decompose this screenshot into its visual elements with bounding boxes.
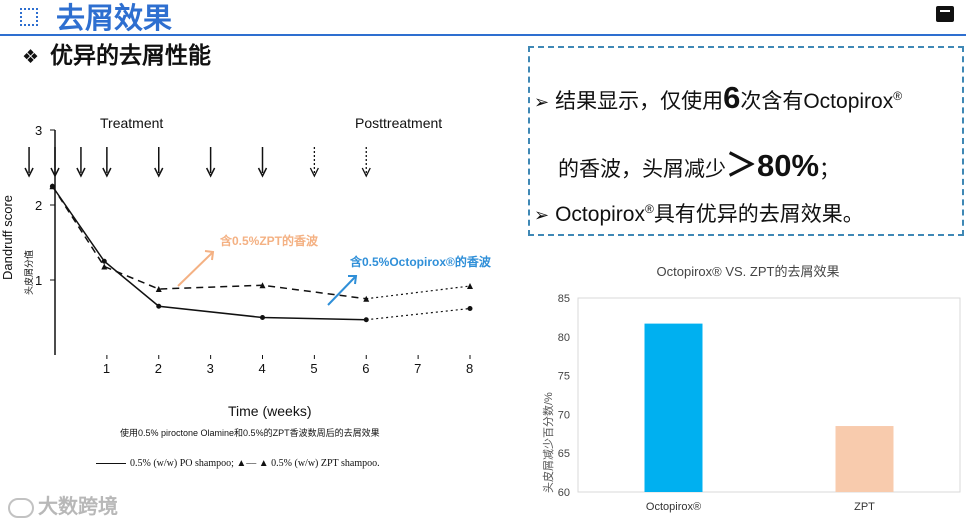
result-text: 具有优异的去屑效果。 [653,203,864,226]
watermark-text: 大数跨境 [38,494,118,518]
bar-y-tick-label: 85 [558,293,570,305]
bar-chart-title: Octopirox® VS. ZPT的去屑效果 [657,264,840,279]
po-data-point [363,317,369,323]
result-percentage: ＞80% [726,148,820,183]
bar-y-tick-label: 70 [558,409,570,421]
octo-annotation-arrowhead [348,275,358,285]
po-post-line [366,307,471,321]
result-text: 的香波，头屑减少 [558,158,726,181]
slide-title: 去屑效果 [56,1,173,35]
result-line-3: ➢ Octopirox®具有优异的去屑效果。 [534,198,864,228]
watermark: 大数跨境 [8,490,118,519]
posttreatment-arrowhead [361,167,371,178]
x-tick-label: 4 [259,361,266,376]
octo-annotation-arrow [327,275,357,306]
zpt-annotation: 含0.5%ZPT的香波 [220,233,319,248]
y-tick-label: 2 [35,198,42,213]
x-tick-label: 3 [207,361,214,376]
zpt-data-point [49,183,56,190]
legend-text: 0.5% (w/w) PO shampoo; ▲–– ▲ 0.5% (w/w) … [130,458,380,469]
result-text: Octopirox [555,203,645,226]
section-heading-text: 优异的去屑性能 [50,43,211,69]
phase-post-label: Posttreatment [355,115,442,131]
treatment-arrowhead [102,167,112,178]
arrow-bullet-icon: ➢ [534,205,550,225]
bar-zpt [835,426,894,492]
bar-category-label: Octopirox® [646,501,701,513]
chart-legend: 0.5% (w/w) PO shampoo; ▲–– ▲ 0.5% (w/w) … [96,458,380,469]
menu-icon[interactable] [936,6,954,22]
phase-treatment-label: Treatment [100,115,163,131]
section-heading: ❖ 优异的去屑性能 [22,40,211,73]
y-tick-label: 1 [35,273,42,288]
treatment-arrowhead [154,167,164,178]
bar-y-tick-label: 75 [558,371,570,383]
treatment-arrowhead [205,167,216,178]
title-underline [0,34,966,36]
y-axis-label: Dandruff score [0,195,15,280]
result-text: ； [819,158,841,181]
result-count: 6 [723,80,741,115]
x-tick-label: 1 [103,361,110,376]
arrow-bullet-icon: ➢ [534,92,550,112]
result-callout-box: ➢ 结果显示，仅使用6次含有Octopirox® 的香波，头屑减少＞80%； ➢ O… [528,46,964,236]
plot-area [577,297,961,493]
x-tick-label: 2 [155,361,162,376]
po-data-point [260,315,265,320]
x-axis-label: Time (weeks) [228,403,312,419]
po-data-point [156,303,162,309]
diamond-bullet-icon: ❖ [22,46,40,68]
zpt-annotation-arrowhead [204,250,215,261]
bar-y-axis-label: 头皮屑减少百分数/% [542,392,555,493]
x-tick-label: 8 [466,361,473,376]
registered-mark: ® [893,89,903,103]
title-square-icon [20,8,38,26]
treatment-arrowhead [24,167,34,178]
zpt-data-point [467,283,473,289]
zpt-data-point [259,282,266,289]
watermark-logo-icon [8,497,34,518]
bar-y-tick-label: 60 [558,487,570,499]
po-data-point [467,306,473,311]
clinical-line-chart: 1 2 3 1 2 3 4 5 6 7 8 Treatment Posttreatment Dand… [0,115,492,419]
zpt-data-point [363,295,370,302]
slide-header: 去屑效果 [0,0,966,36]
registered-mark: ® [644,202,654,216]
x-tick-label: 5 [310,361,317,376]
zpt-data-point [155,286,162,292]
posttreatment-arrowhead [309,167,319,178]
result-line-2: 的香波，头屑减少＞80%； [558,140,840,185]
bar-y-tick-label: 80 [558,332,570,344]
zpt-annotation-arrow [177,251,214,287]
po-legend-swatch [96,463,126,465]
treatment-arrowhead [257,167,268,178]
treatment-arrowhead [76,167,86,178]
result-text: 次含有Octopirox [740,90,894,113]
bar-y-tick-label: 65 [558,448,570,460]
treatment-arrowhead [50,167,60,178]
po-data-point [101,258,107,264]
y-axis-label-cn: 头皮屑分值 [23,250,34,295]
bar-category-label: ZPT [854,501,875,513]
result-text: 结果显示，仅使用 [555,90,724,113]
x-tick-label: 6 [362,361,369,376]
result-line-1: ➢ 结果显示，仅使用6次含有Octopirox® [534,80,902,116]
x-tick-label: 7 [414,361,421,376]
bar-octopirox [644,323,703,492]
figure-caption: 使用0.5% piroctone Olamine和0.5%的ZPT香波数周后的去… [120,428,380,438]
zpt-post-line [366,285,471,300]
y-tick-label: 3 [35,123,42,138]
comparison-bar-chart: Octopirox® VS. ZPT的去屑效果 头皮屑减少百分数/% 60 65 7… [542,264,961,513]
zpt-data-point [101,263,108,270]
po-series-line [51,185,367,321]
octopirox-annotation: 含0.5%Octopirox®的香波 [350,254,492,269]
zpt-series-line [51,185,367,300]
